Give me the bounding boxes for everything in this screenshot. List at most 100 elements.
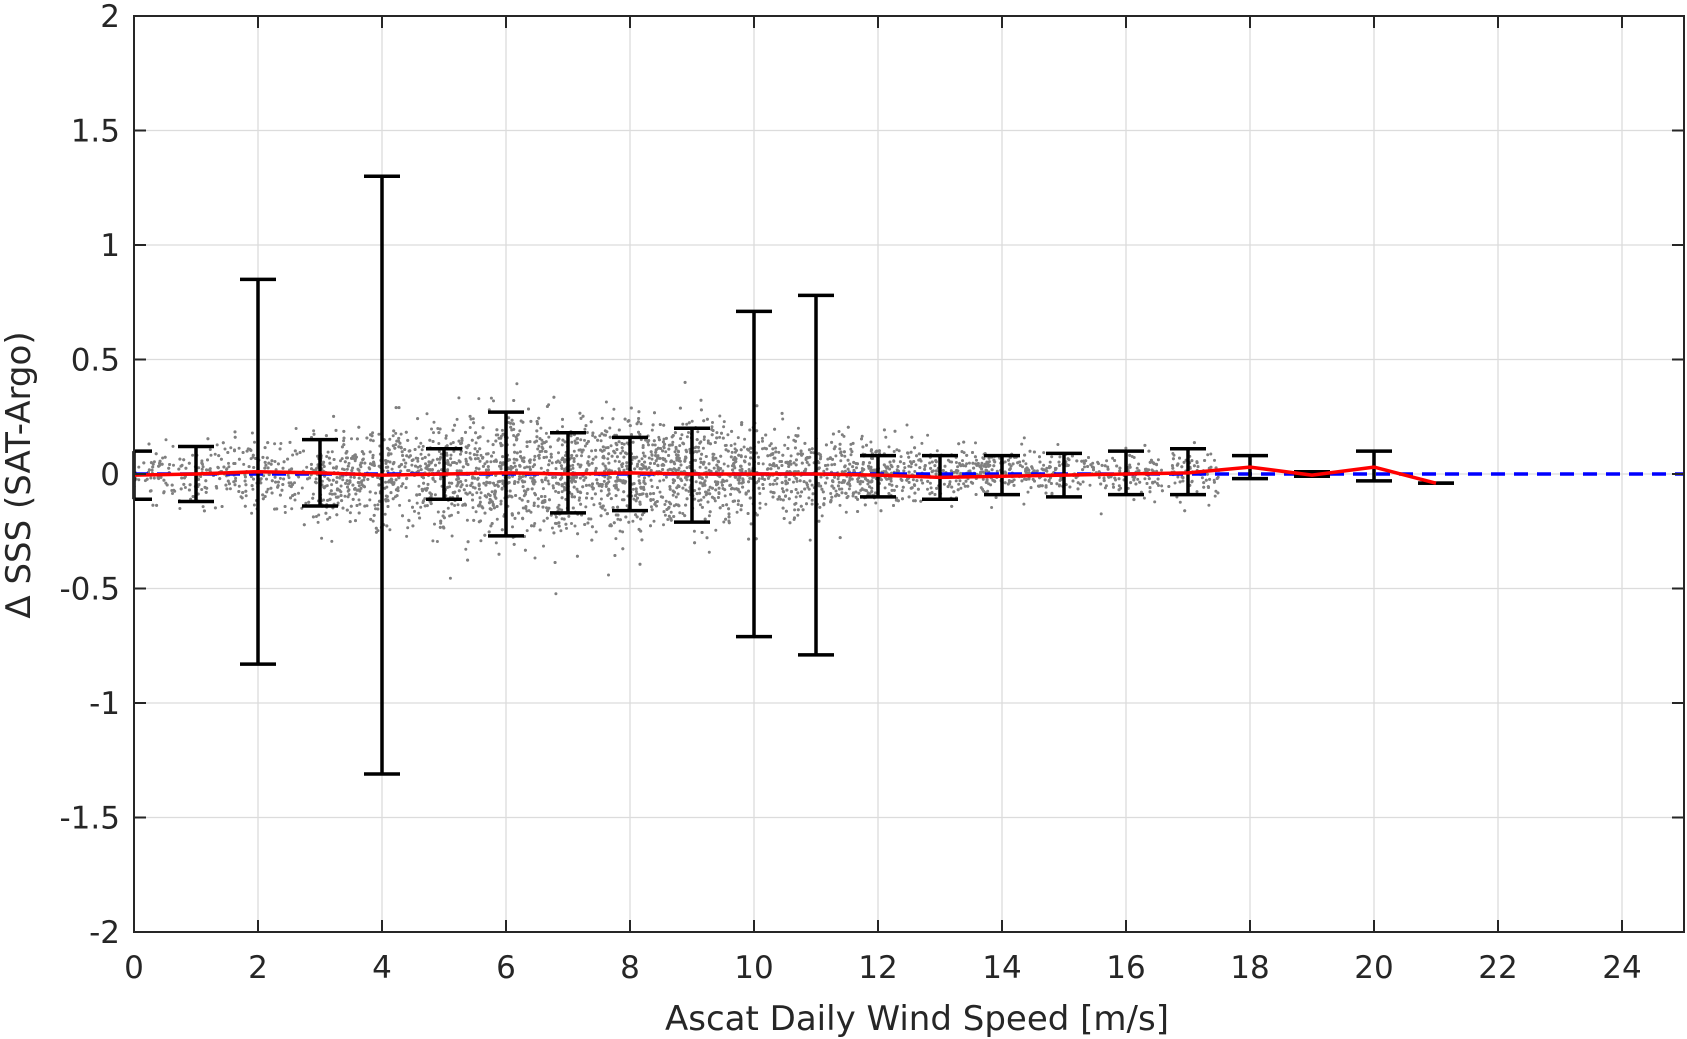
scatter-point <box>479 539 483 543</box>
scatter-point <box>513 450 517 454</box>
scatter-point <box>1173 481 1177 485</box>
scatter-point <box>470 481 474 485</box>
scatter-point <box>693 497 697 501</box>
scatter-point <box>681 422 685 426</box>
scatter-point <box>890 488 894 492</box>
scatter-point <box>512 434 516 437</box>
scatter-point <box>693 489 697 493</box>
scatter-point <box>1076 487 1080 491</box>
scatter-point <box>289 485 293 489</box>
scatter-point <box>634 499 638 502</box>
scatter-point <box>995 469 999 473</box>
scatter-point <box>663 503 667 506</box>
scatter-point <box>721 504 725 507</box>
scatter-point <box>599 514 603 518</box>
scatter-point <box>473 447 477 451</box>
scatter-point <box>804 458 808 461</box>
scatter-point <box>476 436 480 440</box>
scatter-point <box>851 494 855 498</box>
scatter-point <box>738 468 742 472</box>
scatter-point <box>377 483 381 487</box>
scatter-point <box>635 515 639 519</box>
scatter-point <box>636 462 640 466</box>
scatter-point <box>267 461 271 465</box>
scatter-point <box>718 506 722 510</box>
scatter-point <box>359 461 363 465</box>
scatter-point <box>693 446 697 450</box>
scatter-point <box>252 466 256 469</box>
scatter-point <box>398 503 402 507</box>
scatter-point <box>335 513 339 517</box>
scatter-point <box>358 489 362 493</box>
scatter-point <box>320 536 324 540</box>
scatter-point <box>399 446 403 450</box>
scatter-point <box>713 499 717 503</box>
scatter-point <box>276 480 280 484</box>
scatter-point <box>225 487 229 491</box>
scatter-point <box>1176 475 1180 479</box>
scatter-point <box>869 440 873 444</box>
scatter-point <box>449 442 453 446</box>
scatter-point <box>934 459 938 463</box>
scatter-point <box>344 481 348 485</box>
scatter-point <box>206 458 209 462</box>
scatter-point <box>419 468 423 472</box>
scatter-point <box>684 476 688 480</box>
scatter-point <box>1048 460 1052 464</box>
scatter-point <box>1007 479 1011 482</box>
scatter-point <box>1172 453 1176 457</box>
scatter-point <box>417 484 421 488</box>
scatter-point <box>439 519 443 523</box>
scatter-point <box>518 429 522 433</box>
scatter-point <box>147 442 151 446</box>
scatter-point <box>718 414 722 418</box>
scatter-point <box>781 417 785 421</box>
scatter-point <box>840 453 844 457</box>
scatter-point <box>785 488 789 492</box>
scatter-point <box>371 456 375 460</box>
scatter-point <box>361 458 365 462</box>
scatter-point <box>1205 472 1209 476</box>
scatter-point <box>533 556 537 560</box>
scatter-point <box>1113 459 1117 462</box>
scatter-point <box>168 463 172 466</box>
scatter-point <box>456 494 459 498</box>
scatter-point <box>818 457 822 461</box>
scatter-point <box>172 463 175 467</box>
scatter-point <box>385 524 389 528</box>
scatter-point <box>427 453 431 457</box>
scatter-point <box>406 469 410 472</box>
scatter-point <box>593 435 597 439</box>
scatter-point <box>567 514 571 518</box>
scatter-point <box>604 482 608 486</box>
scatter-point <box>444 434 448 438</box>
scatter-point <box>784 509 788 513</box>
scatter-point <box>342 439 346 443</box>
scatter-point <box>984 465 988 469</box>
scatter-point <box>748 428 752 432</box>
scatter-point <box>615 476 619 479</box>
scatter-point <box>772 491 776 495</box>
scatter-point <box>326 517 330 521</box>
scatter-point <box>261 497 265 501</box>
scatter-point <box>282 460 286 464</box>
scatter-point <box>702 419 706 423</box>
scatter-point <box>647 443 650 447</box>
scatter-point <box>345 508 349 512</box>
scatter-point <box>822 469 826 473</box>
scatter-point <box>314 468 318 472</box>
scatter-point <box>527 509 531 513</box>
scatter-point <box>464 547 468 551</box>
scatter-point <box>418 493 422 496</box>
scatter-point <box>702 438 706 441</box>
scatter-point <box>616 517 620 521</box>
scatter-point <box>781 498 785 502</box>
scatter-point <box>928 481 932 485</box>
scatter-point <box>1171 457 1175 461</box>
scatter-point <box>328 497 332 501</box>
scatter-point <box>1083 465 1086 469</box>
scatter-point <box>397 436 401 440</box>
scatter-point <box>237 484 241 488</box>
scatter-point <box>987 456 991 460</box>
